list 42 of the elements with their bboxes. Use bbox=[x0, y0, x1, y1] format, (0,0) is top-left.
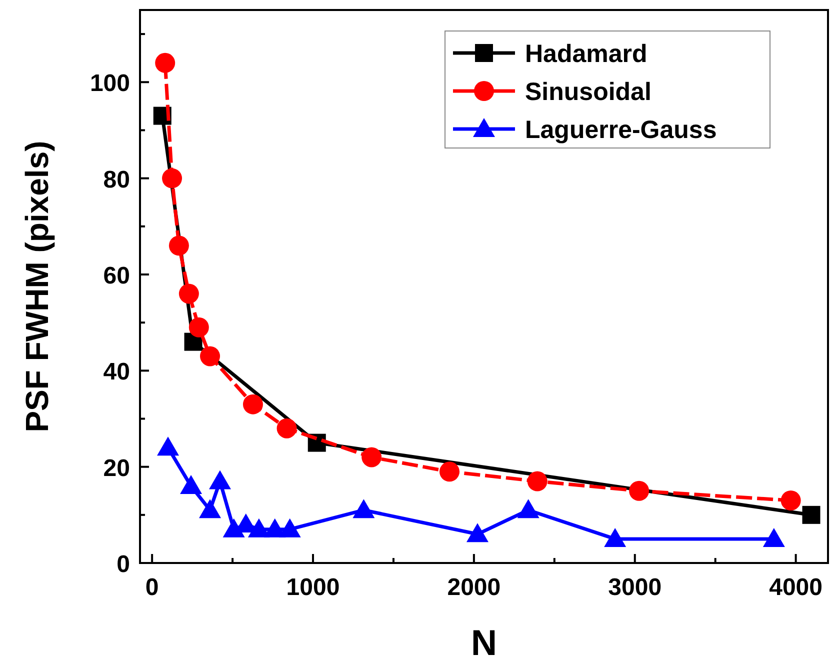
point bbox=[157, 436, 180, 456]
point bbox=[155, 52, 176, 73]
point bbox=[466, 523, 488, 542]
x-tick-label: 1000 bbox=[286, 574, 340, 601]
point bbox=[439, 462, 460, 482]
point bbox=[780, 490, 801, 510]
point bbox=[527, 471, 548, 492]
point bbox=[168, 236, 189, 256]
y-axis-title: PSF FWHM (pixels) bbox=[19, 140, 55, 432]
y-tick-label: 80 bbox=[103, 166, 130, 194]
point bbox=[352, 499, 375, 518]
y-tick-label: 0 bbox=[116, 551, 130, 578]
x-tick-label: 3000 bbox=[608, 574, 662, 601]
point bbox=[248, 518, 270, 538]
legend-label: Sinusoidal bbox=[525, 78, 652, 106]
point bbox=[517, 499, 540, 518]
point bbox=[802, 506, 820, 524]
y-tick-label: 100 bbox=[90, 70, 130, 98]
point bbox=[762, 528, 785, 547]
x-tick-label: 0 bbox=[145, 574, 159, 601]
legend-label: Hadamard bbox=[525, 40, 648, 68]
point bbox=[200, 346, 220, 366]
x-tick-label: 2000 bbox=[447, 574, 501, 601]
point bbox=[208, 470, 231, 490]
y-tick-label: 60 bbox=[103, 262, 130, 290]
point bbox=[178, 284, 199, 304]
point bbox=[242, 394, 263, 414]
point bbox=[629, 480, 650, 501]
point bbox=[362, 447, 382, 468]
point bbox=[276, 418, 297, 438]
y-tick-label: 20 bbox=[103, 454, 130, 482]
y-tick-label: 40 bbox=[103, 358, 130, 386]
x-axis-title: N bbox=[471, 622, 497, 663]
point bbox=[188, 317, 209, 338]
point bbox=[278, 518, 301, 538]
legend-label: Laguerre-Gauss bbox=[525, 116, 717, 144]
point bbox=[604, 528, 626, 547]
point bbox=[162, 168, 182, 188]
x-tick-label: 4000 bbox=[769, 574, 823, 601]
point bbox=[180, 475, 202, 494]
point bbox=[199, 499, 222, 518]
point bbox=[222, 518, 245, 538]
